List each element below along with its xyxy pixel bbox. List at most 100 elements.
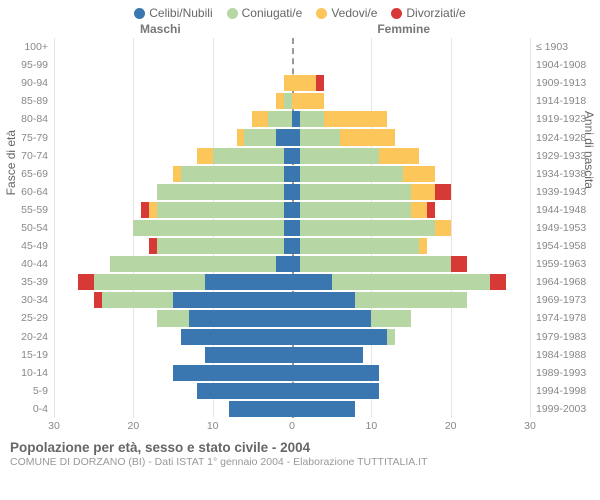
age-label: 10-14 (8, 364, 52, 382)
segment-m (300, 256, 451, 272)
female-bar (292, 365, 530, 381)
female-bar (292, 148, 530, 164)
segment-c (173, 365, 292, 381)
segment-c (292, 310, 371, 326)
year-label: 1994-1998 (532, 382, 592, 400)
segment-w (419, 238, 427, 254)
year-label: 1904-1908 (532, 56, 592, 74)
year-label: 1929-1933 (532, 147, 592, 165)
segment-c (284, 148, 292, 164)
female-bar (292, 310, 530, 326)
segment-c (284, 166, 292, 182)
legend-label: Celibi/Nubili (149, 6, 212, 20)
segment-m (94, 274, 205, 290)
segment-m (300, 184, 411, 200)
year-labels: ≤ 19031904-19081909-19131914-19181919-19… (532, 38, 592, 418)
male-bar (54, 57, 292, 73)
age-label: 65-69 (8, 165, 52, 183)
segment-m (387, 329, 395, 345)
female-label: Femmine (377, 22, 430, 36)
x-tick: 20 (445, 420, 457, 432)
legend-label: Divorziati/e (406, 6, 465, 20)
year-label: 1984-1988 (532, 346, 592, 364)
female-bar (292, 57, 530, 73)
segment-d (316, 75, 324, 91)
segment-m (332, 274, 491, 290)
segment-w (284, 75, 292, 91)
female-bar (292, 202, 530, 218)
female-bar (292, 256, 530, 272)
chart: Fasce di età Anni di nascita 100+95-9990… (8, 38, 592, 434)
segment-m (244, 129, 276, 145)
pyramid-row (54, 309, 530, 327)
segment-m (157, 202, 284, 218)
age-label: 15-19 (8, 346, 52, 364)
male-bar (54, 93, 292, 109)
male-bar (54, 256, 292, 272)
segment-w (173, 166, 181, 182)
age-label: 50-54 (8, 219, 52, 237)
female-bar (292, 129, 530, 145)
segment-d (141, 202, 149, 218)
female-bar (292, 166, 530, 182)
x-tick: 10 (365, 420, 377, 432)
segment-m (300, 202, 411, 218)
segment-m (300, 166, 403, 182)
female-bar (292, 111, 530, 127)
female-bar (292, 329, 530, 345)
year-label: 1989-1993 (532, 364, 592, 382)
year-label: 1999-2003 (532, 400, 592, 418)
legend-label: Vedovi/e (331, 6, 377, 20)
female-bar (292, 39, 530, 55)
segment-c (292, 129, 300, 145)
age-label: 80-84 (8, 110, 52, 128)
segment-d (427, 202, 435, 218)
segment-w (411, 184, 435, 200)
legend-item: Divorziati/e (391, 6, 465, 20)
age-label: 95-99 (8, 56, 52, 74)
male-bar (54, 238, 292, 254)
segment-c (276, 256, 292, 272)
female-bar (292, 75, 530, 91)
segment-c (292, 184, 300, 200)
female-bar (292, 238, 530, 254)
segment-d (149, 238, 157, 254)
pyramid-row (54, 183, 530, 201)
legend: Celibi/NubiliConiugati/eVedovi/eDivorzia… (0, 0, 600, 22)
segment-c (292, 111, 300, 127)
segment-c (276, 129, 292, 145)
chart-area (54, 38, 530, 418)
legend-item: Vedovi/e (316, 6, 377, 20)
pyramid-row (54, 255, 530, 273)
female-bar (292, 93, 530, 109)
segment-m (181, 166, 284, 182)
chart-subtitle: COMUNE DI DORZANO (BI) - Dati ISTAT 1° g… (10, 456, 590, 468)
year-label: 1979-1983 (532, 328, 592, 346)
segment-d (94, 292, 102, 308)
segment-c (292, 383, 379, 399)
year-label: 1944-1948 (532, 201, 592, 219)
segment-w (435, 220, 451, 236)
age-label: 5-9 (8, 382, 52, 400)
segment-c (284, 220, 292, 236)
segment-w (292, 93, 324, 109)
year-label: 1949-1953 (532, 219, 592, 237)
segment-c (284, 202, 292, 218)
year-label: 1924-1928 (532, 128, 592, 146)
segment-m (157, 310, 189, 326)
pyramid-row (54, 128, 530, 146)
x-tick: 20 (127, 420, 139, 432)
segment-w (149, 202, 157, 218)
segment-c (292, 292, 355, 308)
female-bar (292, 274, 530, 290)
female-bar (292, 184, 530, 200)
footer: Popolazione per età, sesso e stato civil… (0, 434, 600, 468)
segment-c (292, 329, 387, 345)
age-label: 30-34 (8, 291, 52, 309)
segment-d (435, 184, 451, 200)
segment-c (292, 365, 379, 381)
pyramid-row (54, 328, 530, 346)
male-bar (54, 129, 292, 145)
age-label: 20-24 (8, 328, 52, 346)
year-label: 1919-1923 (532, 110, 592, 128)
